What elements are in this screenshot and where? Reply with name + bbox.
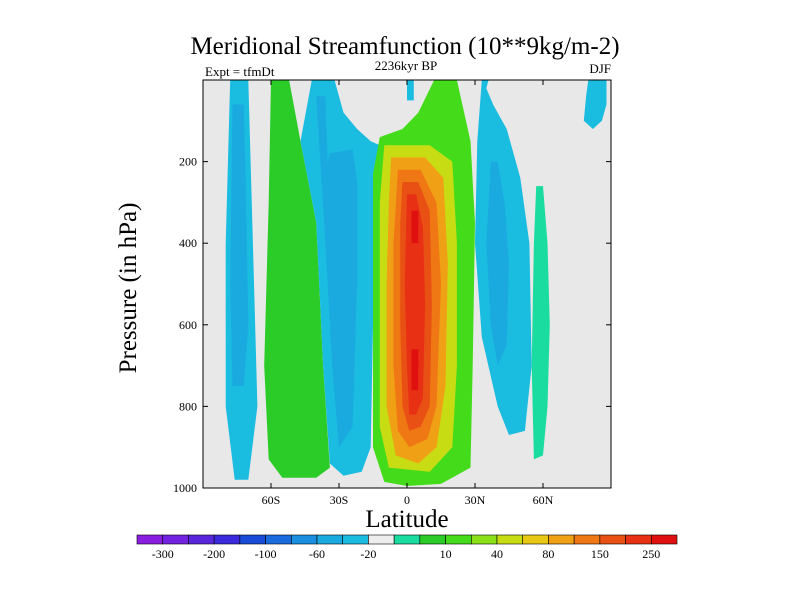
colorbar-label: -300 bbox=[152, 547, 174, 561]
y-axis-label: Pressure (in hPa) bbox=[115, 203, 142, 374]
colorbar-swatch bbox=[573, 534, 601, 545]
colorbar-swatch bbox=[496, 534, 524, 545]
chart-title: Meridional Streamfunction (10**9kg/m-2) bbox=[190, 33, 619, 60]
colorbar-swatch bbox=[290, 534, 318, 545]
plot-area bbox=[202, 79, 612, 489]
contour-region-sh-polar-core bbox=[230, 104, 249, 386]
y-tick-label: 400 bbox=[179, 236, 197, 250]
colorbar-label: 80 bbox=[542, 547, 554, 561]
colorbar-swatch bbox=[162, 534, 189, 545]
colorbar-label: 250 bbox=[642, 547, 660, 561]
contour-region-hadley-300 bbox=[404, 194, 426, 415]
colorbar-label: -200 bbox=[203, 547, 225, 561]
colorbar-swatch bbox=[419, 534, 446, 545]
x-axis-label: Latitude bbox=[365, 506, 448, 533]
colorbar-swatch bbox=[470, 534, 498, 545]
colorbar-swatch bbox=[445, 534, 472, 545]
season-label: DJF bbox=[589, 61, 611, 76]
colorbar-label: 10 bbox=[440, 547, 452, 561]
x-tick-label: 30N bbox=[465, 493, 486, 507]
colorbar-swatch bbox=[393, 534, 421, 545]
contour-region-hadley-core-b bbox=[411, 349, 419, 391]
colorbar-label: 150 bbox=[591, 547, 609, 561]
colorbar-label: -100 bbox=[255, 547, 277, 561]
colorbar-swatch bbox=[213, 534, 241, 545]
time-label: 2236kyr BP bbox=[375, 58, 437, 73]
colorbar-swatch bbox=[548, 534, 575, 545]
x-tick-label: 60N bbox=[533, 493, 554, 507]
contour-region-ferrel-positive bbox=[264, 80, 330, 478]
colorbar-swatch bbox=[136, 534, 164, 545]
colorbar-label: 40 bbox=[491, 547, 503, 561]
contour-region-nh-ferrel-core bbox=[486, 161, 509, 366]
colorbar-swatch bbox=[599, 534, 626, 545]
x-axis: 60S 30S 0 30N 60N bbox=[262, 80, 554, 507]
x-tick-label: 30S bbox=[330, 493, 349, 507]
colorbar-swatch bbox=[265, 534, 292, 545]
contour-region-nh-polar-cell bbox=[531, 186, 550, 460]
colorbar-swatch bbox=[188, 534, 215, 545]
colorbar-swatch bbox=[650, 534, 678, 545]
experiment-label: Expt = tfmDt bbox=[205, 64, 275, 79]
contour-region-tropics-top-cell bbox=[407, 80, 414, 101]
contour-region-sh-mid-core bbox=[316, 96, 358, 448]
colorbar-swatch bbox=[625, 534, 652, 545]
contour-region-nh-polar-top-cell bbox=[583, 80, 607, 129]
contour-region-hadley-core-a bbox=[411, 210, 419, 244]
y-tick-label: 800 bbox=[179, 399, 197, 413]
y-tick-label: 200 bbox=[179, 155, 197, 169]
x-tick-label: 60S bbox=[262, 493, 281, 507]
colorbar-swatch bbox=[316, 534, 344, 545]
x-tick-label: 0 bbox=[404, 493, 410, 507]
colorbar-label: -20 bbox=[360, 547, 376, 561]
colorbar-label: -60 bbox=[309, 547, 325, 561]
colorbar-swatch bbox=[239, 534, 266, 545]
y-tick-label: 1000 bbox=[173, 481, 197, 495]
colorbar-swatch bbox=[342, 534, 369, 545]
colorbar: -300 -200 -100 -60 -20 10 40 80 150 250 bbox=[136, 534, 678, 561]
colorbar-swatch bbox=[522, 534, 549, 545]
y-axis: 200 400 600 800 1000 bbox=[173, 155, 611, 495]
colorbar-swatch bbox=[368, 534, 395, 545]
y-tick-label: 600 bbox=[179, 318, 197, 332]
